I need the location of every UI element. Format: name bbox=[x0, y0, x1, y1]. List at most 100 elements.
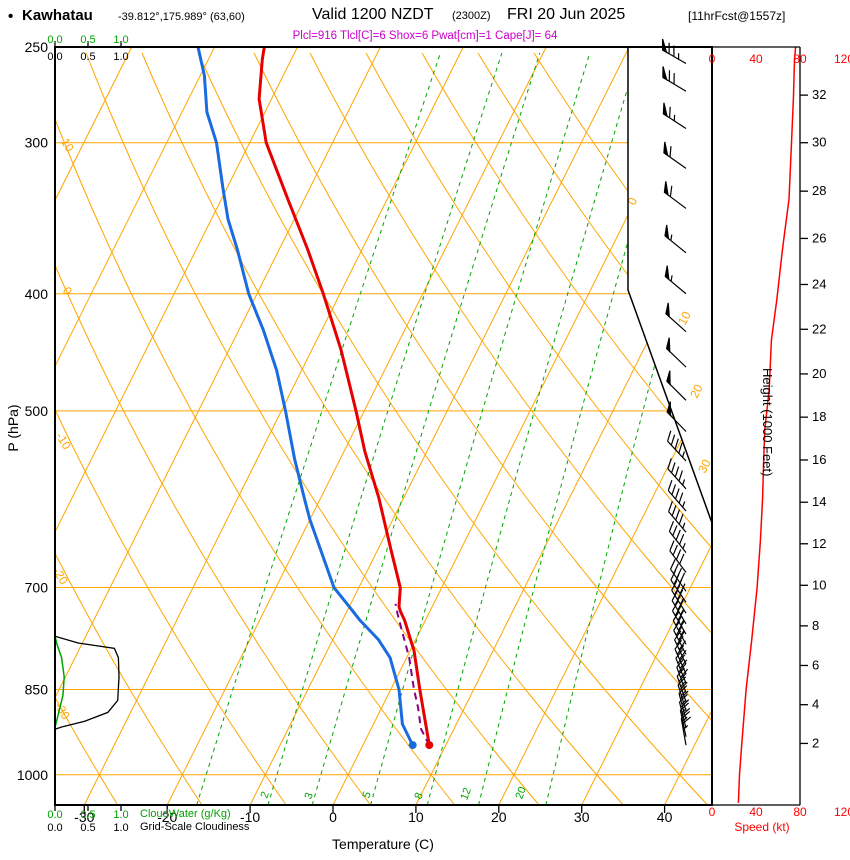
svg-text:500: 500 bbox=[25, 403, 49, 419]
plot-borders bbox=[54, 46, 801, 806]
svg-text:850: 850 bbox=[25, 681, 49, 697]
svg-text:12: 12 bbox=[812, 536, 826, 551]
sounding-parameters: Plcl=916 Tlcl[C]=6 Shox=6 Pwat[cm]=1 Cap… bbox=[292, 30, 558, 42]
valid-date: FRI 20 Jun 2025 bbox=[507, 6, 626, 23]
svg-text:0.0: 0.0 bbox=[47, 822, 62, 834]
cloudiness-curve bbox=[55, 635, 120, 730]
svg-text:2: 2 bbox=[812, 735, 819, 750]
svg-text:28: 28 bbox=[812, 183, 826, 198]
svg-text:20: 20 bbox=[812, 366, 826, 381]
axis-ticks bbox=[54, 41, 808, 813]
svg-text:0.0: 0.0 bbox=[47, 34, 62, 46]
svg-text:80: 80 bbox=[793, 805, 807, 819]
svg-text:10: 10 bbox=[408, 809, 424, 825]
svg-text:700: 700 bbox=[25, 580, 49, 596]
svg-text:120: 120 bbox=[834, 805, 850, 819]
svg-text:300: 300 bbox=[25, 135, 49, 151]
temperature-axis-label: Temperature (C) bbox=[332, 836, 434, 852]
background-grid bbox=[55, 47, 712, 805]
svg-text:10: 10 bbox=[675, 309, 694, 328]
svg-text:-30: -30 bbox=[74, 809, 94, 825]
svg-text:0.5: 0.5 bbox=[80, 34, 95, 46]
svg-text:8: 8 bbox=[412, 791, 425, 801]
valid-time: Valid 1200 NZDT bbox=[312, 6, 434, 23]
parcel-path bbox=[394, 603, 431, 746]
height-axis-label: Height (1000 Feet) bbox=[760, 368, 775, 477]
speed-axis-label: Speed (kt) bbox=[734, 820, 790, 834]
svg-text:40: 40 bbox=[749, 52, 763, 66]
valid-zulu: (2300Z) bbox=[452, 10, 491, 22]
svg-text:22: 22 bbox=[812, 321, 826, 336]
svg-text:250: 250 bbox=[25, 39, 49, 55]
svg-text:2: 2 bbox=[258, 790, 271, 800]
svg-text:30: 30 bbox=[695, 457, 714, 476]
speed-curve bbox=[737, 46, 797, 803]
mixing-ratio-lines bbox=[196, 52, 712, 805]
cloudwater-axis-label: CloudWater (g/Kg) bbox=[140, 808, 231, 820]
sounding-curves bbox=[196, 47, 434, 750]
svg-text:18: 18 bbox=[812, 409, 826, 424]
svg-text:1.0: 1.0 bbox=[113, 51, 128, 63]
svg-text:40: 40 bbox=[657, 809, 673, 825]
station-coords: -39.812°,175.989° (63,60) bbox=[118, 11, 245, 23]
svg-text:-10: -10 bbox=[53, 430, 74, 452]
svg-text:12: 12 bbox=[458, 786, 473, 802]
svg-text:0.0: 0.0 bbox=[47, 809, 62, 821]
svg-text:-20: -20 bbox=[157, 809, 177, 825]
surface-temp-dot bbox=[425, 741, 434, 750]
svg-text:10: 10 bbox=[812, 577, 826, 592]
surface-dewpoint-dot bbox=[408, 741, 417, 750]
svg-text:6: 6 bbox=[812, 657, 819, 672]
svg-text:0: 0 bbox=[60, 284, 76, 297]
svg-text:80: 80 bbox=[793, 52, 807, 66]
svg-text:40: 40 bbox=[749, 805, 763, 819]
svg-text:0: 0 bbox=[329, 809, 337, 825]
svg-text:16: 16 bbox=[812, 452, 826, 467]
svg-text:30: 30 bbox=[574, 809, 590, 825]
dewpoint-curve bbox=[196, 47, 415, 746]
svg-text:400: 400 bbox=[25, 286, 49, 302]
wind-barbs bbox=[661, 38, 692, 746]
svg-text:20: 20 bbox=[687, 382, 706, 401]
svg-text:-20: -20 bbox=[50, 565, 71, 587]
svg-text:30: 30 bbox=[812, 135, 826, 150]
cloud-profiles bbox=[55, 635, 120, 730]
cloudwater-curve bbox=[55, 636, 65, 728]
cloudiness-axis-label: Grid-Scale Cloudiness bbox=[140, 821, 250, 833]
svg-text:24: 24 bbox=[812, 276, 826, 291]
temperature-curve bbox=[257, 47, 431, 746]
svg-text:-10: -10 bbox=[240, 809, 260, 825]
svg-text:120: 120 bbox=[834, 52, 850, 66]
title-bar: • Kawhatau -39.812°,175.989° (63,60) Val… bbox=[0, 0, 850, 26]
forecast-tag: [11hrFcst@1557z] bbox=[688, 9, 786, 23]
svg-text:32: 32 bbox=[812, 87, 826, 102]
svg-text:0: 0 bbox=[709, 805, 716, 819]
svg-text:1000: 1000 bbox=[17, 767, 48, 783]
svg-text:26: 26 bbox=[812, 230, 826, 245]
svg-text:0.5: 0.5 bbox=[80, 51, 95, 63]
grid-clip-boundary bbox=[627, 47, 713, 524]
svg-text:0: 0 bbox=[625, 195, 641, 208]
station-bullet-icon: • bbox=[8, 8, 14, 25]
svg-text:1.0: 1.0 bbox=[113, 809, 128, 821]
svg-text:20: 20 bbox=[513, 785, 528, 801]
svg-text:1.0: 1.0 bbox=[113, 822, 128, 834]
svg-text:4: 4 bbox=[812, 697, 819, 712]
svg-text:3: 3 bbox=[302, 791, 315, 801]
station-name: Kawhatau bbox=[22, 7, 93, 24]
svg-text:20: 20 bbox=[491, 809, 507, 825]
svg-text:8: 8 bbox=[812, 618, 819, 633]
svg-text:1.0: 1.0 bbox=[113, 34, 128, 46]
svg-text:0: 0 bbox=[709, 52, 716, 66]
svg-text:10: 10 bbox=[58, 136, 77, 155]
svg-text:0.5: 0.5 bbox=[80, 809, 95, 821]
pressure-axis-label: P (hPa) bbox=[5, 404, 21, 452]
svg-text:0.0: 0.0 bbox=[47, 51, 62, 63]
svg-text:0.5: 0.5 bbox=[80, 822, 95, 834]
svg-text:14: 14 bbox=[812, 494, 826, 509]
svg-text:5: 5 bbox=[360, 790, 373, 800]
plot-frame bbox=[54, 46, 713, 806]
